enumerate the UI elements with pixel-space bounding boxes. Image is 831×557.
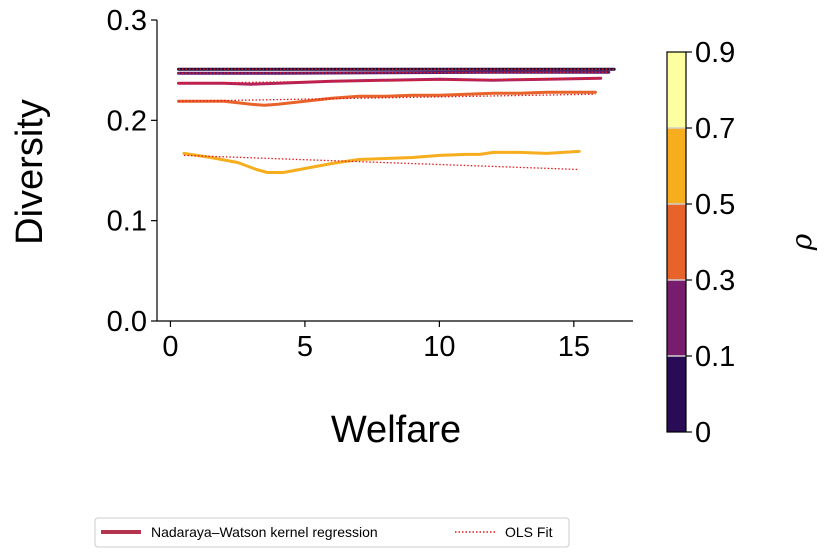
ols-line-rho-0.7 (183, 154, 580, 171)
colorbar-segment (667, 204, 686, 280)
colorbar-tick-label: 0.1 (695, 341, 735, 373)
colorbar-tick-label: 0.5 (695, 189, 735, 221)
x-tick-label: 15 (558, 331, 590, 363)
colorbar-tick-label: 0.7 (695, 113, 735, 145)
y-tick-label: 0.0 (107, 306, 147, 338)
x-axis-title: Welfare (331, 409, 461, 451)
x-tick-label: 5 (297, 331, 313, 363)
y-axis-title: Diversity (9, 99, 51, 245)
axes (156, 20, 633, 322)
colorbar-segment (667, 280, 686, 356)
nw-line-rho-0.7 (182, 149, 581, 174)
ticks: 0 5 10 15 0.0 0.1 0.2 0.3 (107, 5, 590, 363)
legend-label-ols: OLS Fit (505, 524, 553, 540)
colorbar-segment (667, 356, 686, 432)
colorbar-frame (666, 51, 687, 433)
y-tick-label: 0.3 (107, 5, 147, 37)
x-tick-label: 10 (423, 331, 455, 363)
legend: Nadaraya–Watson kernel regression OLS Fi… (94, 517, 570, 548)
colorbar-tick-label: 0.9 (695, 37, 735, 69)
colorbar: 0 0.1 0.3 0.5 0.7 0.9 (666, 37, 735, 449)
x-tick-label: 0 (162, 331, 178, 363)
ols-line-rho-0.5 (178, 93, 596, 102)
legend-label-nw: Nadaraya–Watson kernel regression (151, 524, 378, 540)
series-layer (177, 67, 616, 174)
y-tick-label: 0.1 (107, 206, 147, 238)
colorbar-label: ρ (785, 233, 818, 251)
nw-line-rho-0.3 (177, 76, 603, 86)
nw-line-rho-0.5 (177, 90, 597, 107)
legend-frame (94, 517, 570, 548)
colorbar-segment (667, 128, 686, 204)
colorbar-tick-label: 0 (695, 417, 711, 449)
y-tick-label: 0.2 (107, 105, 147, 137)
colorbar-segment (667, 52, 686, 128)
nw-line-rho-0.1 (177, 70, 611, 75)
ols-line-rho-0.3 (178, 77, 601, 84)
colorbar-tick-label: 0.3 (695, 265, 735, 297)
